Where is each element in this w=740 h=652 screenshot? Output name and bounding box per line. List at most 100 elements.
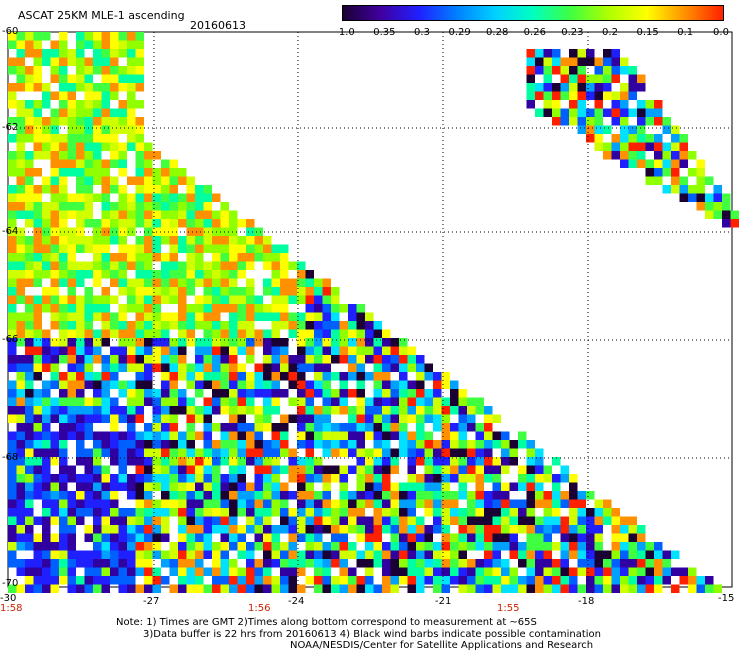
data-cell — [25, 346, 34, 355]
data-cell — [76, 389, 85, 398]
data-cell — [560, 550, 569, 559]
data-cell — [76, 516, 85, 525]
data-cell — [373, 508, 382, 517]
data-cell — [288, 567, 297, 576]
data-cell — [59, 482, 68, 491]
data-cell — [101, 227, 110, 236]
data-cell — [50, 270, 59, 279]
data-cell — [526, 74, 535, 83]
data-cell — [144, 533, 153, 542]
data-cell — [458, 457, 467, 466]
data-cell — [127, 567, 136, 576]
data-cell — [637, 584, 646, 593]
colorbar-tick: -0.28 — [482, 27, 509, 38]
data-cell — [161, 474, 170, 483]
data-cell — [603, 74, 612, 83]
data-cell — [16, 567, 25, 576]
data-cell — [118, 270, 127, 279]
data-cell — [237, 372, 246, 381]
data-cell — [76, 397, 85, 406]
data-cell — [220, 321, 229, 330]
data-cell — [603, 151, 612, 160]
data-cell — [492, 431, 501, 440]
colorbar-tick: -0.26 — [520, 27, 546, 38]
data-cell — [212, 406, 221, 415]
data-cell — [84, 142, 93, 151]
data-cell — [390, 423, 399, 432]
data-cell — [93, 533, 102, 542]
data-cell — [67, 202, 76, 211]
data-cell — [212, 397, 221, 406]
data-cell — [152, 312, 161, 321]
data-cell — [441, 550, 450, 559]
data-cell — [76, 474, 85, 483]
data-cell — [509, 448, 518, 457]
data-cell — [569, 74, 578, 83]
data-cell — [144, 380, 153, 389]
data-cell — [144, 278, 153, 287]
data-cell — [50, 321, 59, 330]
data-cell — [348, 508, 357, 517]
data-cell — [42, 57, 51, 66]
data-cell — [246, 295, 255, 304]
data-cell — [441, 457, 450, 466]
data-cell — [467, 474, 476, 483]
data-cell — [59, 236, 68, 245]
data-cell — [118, 508, 127, 517]
data-cell — [297, 329, 306, 338]
data-cell — [237, 457, 246, 466]
data-cell — [59, 57, 68, 66]
data-cell — [433, 389, 442, 398]
data-cell — [127, 380, 136, 389]
data-cell — [110, 499, 119, 508]
data-cell — [399, 440, 408, 449]
data-cell — [144, 270, 153, 279]
data-cell — [93, 499, 102, 508]
data-cell — [458, 397, 467, 406]
data-cell — [229, 312, 238, 321]
data-cell — [118, 287, 127, 296]
data-cell — [365, 406, 374, 415]
data-cell — [237, 236, 246, 245]
data-cell — [603, 91, 612, 100]
data-cell — [526, 474, 535, 483]
data-cell — [59, 83, 68, 92]
data-cell — [399, 355, 408, 364]
data-cell — [169, 389, 178, 398]
data-cell — [305, 304, 314, 313]
data-cell — [271, 304, 280, 313]
data-cell — [135, 448, 144, 457]
data-cell — [25, 168, 34, 177]
data-cell — [178, 584, 187, 593]
data-cell — [229, 363, 238, 372]
data-cell — [50, 516, 59, 525]
data-cell — [93, 49, 102, 58]
data-cell — [441, 516, 450, 525]
data-cell — [67, 151, 76, 160]
data-cell — [560, 533, 569, 542]
data-cell — [169, 440, 178, 449]
data-cell — [535, 516, 544, 525]
data-cell — [152, 457, 161, 466]
data-cell — [229, 525, 238, 534]
data-cell — [212, 270, 221, 279]
data-cell — [254, 491, 263, 500]
data-cell — [25, 516, 34, 525]
data-cell — [161, 287, 170, 296]
data-cell — [161, 236, 170, 245]
data-cell — [110, 550, 119, 559]
data-cell — [382, 397, 391, 406]
data-cell — [305, 414, 314, 423]
data-cell — [637, 151, 646, 160]
data-cell — [50, 576, 59, 585]
data-cell — [42, 457, 51, 466]
data-cell — [203, 423, 212, 432]
data-cell — [178, 440, 187, 449]
data-cell — [331, 321, 340, 330]
data-cell — [135, 125, 144, 134]
data-cell — [518, 499, 527, 508]
data-cell — [254, 304, 263, 313]
data-cell — [220, 346, 229, 355]
data-cell — [42, 253, 51, 262]
data-cell — [220, 270, 229, 279]
